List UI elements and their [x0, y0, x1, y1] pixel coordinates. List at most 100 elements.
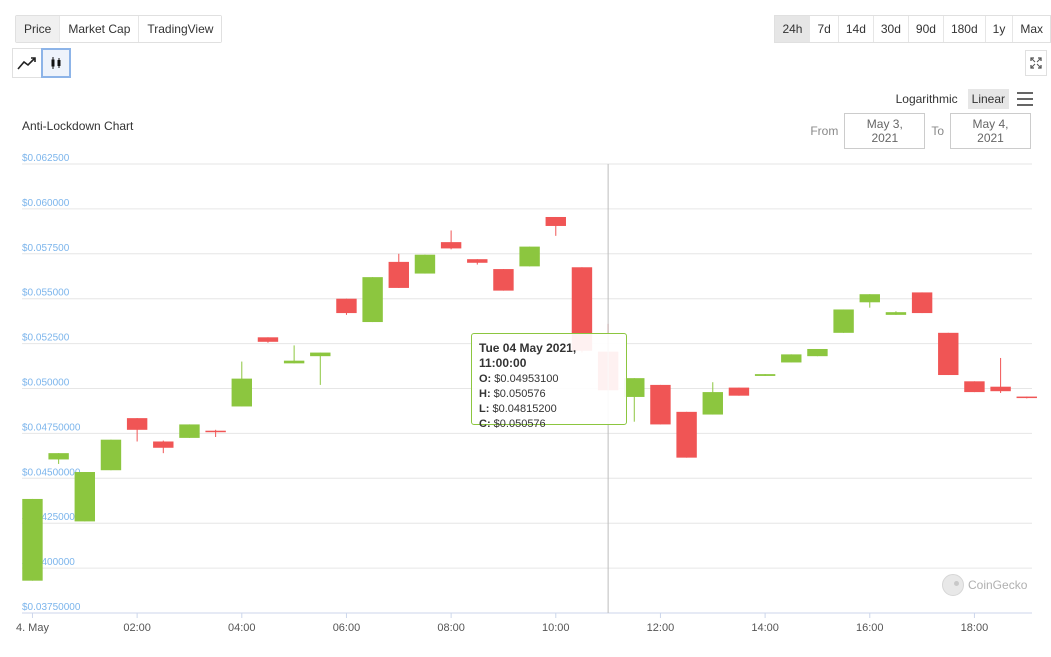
- candle-up: [807, 348, 828, 357]
- watermark-text: CoinGecko: [968, 578, 1028, 592]
- candle-down: [153, 441, 174, 448]
- candle-up: [179, 424, 200, 438]
- x-tick-label: 06:00: [333, 622, 361, 634]
- x-tick-label: 12:00: [647, 622, 675, 634]
- candlestick-icon: [51, 57, 61, 69]
- candle-up: [781, 354, 802, 363]
- y-tick-label: $0.0400000: [22, 557, 75, 568]
- candle-down: [440, 242, 462, 249]
- tooltip-close-value: $0.050576: [493, 418, 546, 430]
- y-tick-label: $0.057500: [22, 243, 70, 254]
- tooltip-low: L: $0.04815200: [479, 402, 619, 417]
- y-tick-label: $0.052500: [22, 333, 70, 344]
- tooltip-high-value: $0.050576: [493, 388, 546, 400]
- tooltip-high: H: $0.050576: [479, 387, 619, 402]
- candle-down: [205, 430, 226, 433]
- coingecko-logo-icon: [942, 574, 964, 596]
- range-30d[interactable]: 30d: [873, 16, 909, 42]
- candle-down: [257, 337, 279, 342]
- y-tick-label: $0.050000: [22, 378, 70, 389]
- tooltip-open-label: O:: [479, 373, 492, 385]
- candlestick-chart-button[interactable]: [41, 48, 71, 78]
- x-tick-label: 10:00: [542, 622, 570, 634]
- y-tick-label: $0.04750000: [22, 422, 81, 433]
- tooltip-close-label: C:: [479, 418, 491, 430]
- tooltip-close: C: $0.050576: [479, 417, 619, 432]
- candle-down: [388, 261, 409, 288]
- range-24h[interactable]: 24h: [775, 16, 811, 42]
- candle-down: [571, 267, 593, 351]
- hamburger-menu-icon[interactable]: [1017, 92, 1033, 106]
- candle-up: [310, 352, 331, 357]
- candle-tooltip: Tue 04 May 2021, 11:00:00 O: $0.04953100…: [471, 333, 627, 430]
- candle-up: [362, 277, 383, 323]
- y-tick-label: $0.04250000: [22, 512, 81, 523]
- range-180d[interactable]: 180d: [943, 16, 986, 42]
- candle-down: [493, 269, 514, 291]
- candle-up: [624, 378, 645, 397]
- range-14d[interactable]: 14d: [838, 16, 874, 42]
- range-90d[interactable]: 90d: [908, 16, 944, 42]
- to-date-input[interactable]: May 4, 2021: [950, 113, 1031, 149]
- candle-up: [414, 254, 436, 274]
- candle-down: [676, 411, 697, 458]
- tab-price[interactable]: Price: [16, 16, 61, 42]
- scale-linear-button[interactable]: Linear: [967, 89, 1009, 109]
- tooltip-open-value: $0.04953100: [494, 373, 559, 385]
- candle-down: [336, 298, 357, 314]
- candle-up: [283, 360, 305, 364]
- candle-down: [938, 332, 959, 376]
- candle-down: [990, 386, 1011, 392]
- candle-down: [650, 384, 671, 425]
- candle-down: [467, 259, 488, 263]
- candle-up: [48, 453, 69, 460]
- candle-up: [519, 246, 540, 267]
- date-range: From May 3, 2021 To May 4, 2021: [810, 113, 1031, 149]
- tooltip-title: Tue 04 May 2021, 11:00:00: [479, 341, 577, 370]
- fullscreen-button[interactable]: [1025, 50, 1047, 76]
- y-tick-label: $0.062500: [22, 153, 70, 164]
- candle-down: [545, 216, 566, 226]
- candle-up: [231, 378, 252, 407]
- x-tick-label: 02:00: [123, 622, 151, 634]
- tooltip-open: O: $0.04953100: [479, 372, 619, 387]
- tooltip-high-label: H:: [479, 388, 491, 400]
- range-7d[interactable]: 7d: [810, 16, 839, 42]
- candle-down: [728, 387, 750, 396]
- expand-icon: [1030, 57, 1042, 69]
- candle-up: [833, 309, 854, 333]
- candle-down: [126, 418, 148, 430]
- y-tick-label: $0.055000: [22, 288, 70, 299]
- line-chart-icon: [17, 57, 36, 70]
- scale-switch: Logarithmic Linear: [892, 89, 1033, 109]
- range-selector: 24h 7d 14d 30d 90d 180d 1y Max: [774, 15, 1051, 43]
- candle-down: [1016, 396, 1037, 399]
- tab-market-cap[interactable]: Market Cap: [60, 16, 140, 42]
- x-tick-label: 08:00: [437, 622, 465, 634]
- candle-down: [911, 292, 933, 314]
- tooltip-low-label: L:: [479, 403, 490, 415]
- y-tick-label: $0.03750000: [22, 602, 81, 613]
- tooltip-low-value: $0.04815200: [492, 403, 557, 415]
- scale-logarithmic-button[interactable]: Logarithmic: [895, 92, 958, 106]
- x-tick-label: 4. May: [16, 622, 50, 634]
- x-tick-label: 16:00: [856, 622, 884, 634]
- candle-down: [964, 381, 985, 393]
- y-tick-label: $0.04500000: [22, 467, 81, 478]
- from-label: From: [810, 124, 839, 138]
- tab-tradingview[interactable]: TradingView: [139, 16, 222, 42]
- candle-up: [754, 374, 776, 376]
- candle-up: [859, 294, 880, 303]
- candle-up: [885, 312, 907, 315]
- from-date-input[interactable]: May 3, 2021: [844, 113, 926, 149]
- y-tick-label: $0.060000: [22, 198, 70, 209]
- candle-up: [702, 392, 723, 415]
- range-max[interactable]: Max: [1013, 16, 1050, 42]
- range-1y[interactable]: 1y: [985, 16, 1014, 42]
- candle-up: [100, 439, 122, 471]
- coingecko-watermark: CoinGecko: [942, 574, 1027, 596]
- candle-up: [22, 498, 43, 581]
- candle-up: [74, 472, 96, 522]
- chart-tabs: Price Market Cap TradingView: [15, 15, 223, 43]
